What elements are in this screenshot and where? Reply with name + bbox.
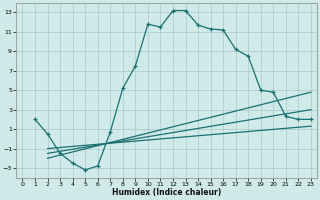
X-axis label: Humidex (Indice chaleur): Humidex (Indice chaleur)	[112, 188, 221, 197]
